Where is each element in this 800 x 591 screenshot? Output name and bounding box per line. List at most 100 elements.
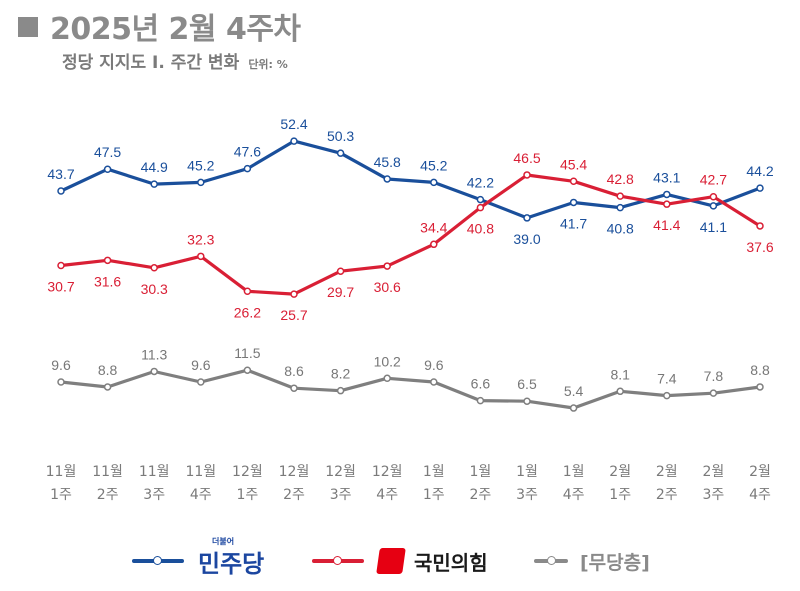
data-label-ppp: 31.6 xyxy=(94,273,121,289)
line-chart: 43.7 47.5 44.9 45.2 47.6 52.4 50.3 45.8 45.2 42.2… xyxy=(46,116,774,503)
data-label-ind: 11.3 xyxy=(141,346,167,362)
data-point-dem xyxy=(569,198,578,207)
data-point-ppp xyxy=(103,256,112,265)
series-line-ind xyxy=(59,368,762,410)
data-label-dem: 43.7 xyxy=(47,166,74,182)
data-label-ind: 10.2 xyxy=(374,353,401,369)
data-point-ind xyxy=(383,374,391,383)
series-line-ppp xyxy=(59,173,762,296)
data-point-dem xyxy=(756,184,764,192)
data-label-ppp: 41.4 xyxy=(653,217,680,233)
data-label-dem: 52.4 xyxy=(280,116,307,132)
data-label-dem: 41.7 xyxy=(560,215,587,231)
data-label-dem: 44.9 xyxy=(141,159,168,175)
data-label-ind: 7.8 xyxy=(704,368,724,384)
data-point-dem xyxy=(290,137,298,145)
data-point-ppp xyxy=(663,200,671,208)
data-label-ppp: 42.7 xyxy=(700,172,727,188)
x-tick-month: 1월 xyxy=(470,464,492,480)
data-label-ppp: 46.5 xyxy=(513,150,540,166)
data-label-dem: 41.1 xyxy=(700,219,727,235)
data-point-ind xyxy=(290,384,298,392)
x-tick-week: 4주 xyxy=(749,487,771,503)
legend-dot-ind xyxy=(547,556,556,565)
data-label-dem: 50.3 xyxy=(327,128,354,144)
data-label-dem: 47.6 xyxy=(234,144,261,160)
data-point-ppp xyxy=(476,203,485,212)
data-point-ppp xyxy=(336,267,345,275)
x-tick-month: 11월 xyxy=(185,464,216,480)
data-point-dem xyxy=(383,175,391,183)
x-tick-week: 4주 xyxy=(190,487,212,503)
data-point-dem xyxy=(476,195,485,204)
x-tick-week: 3주 xyxy=(703,487,725,503)
data-label-ind: 5.4 xyxy=(564,383,584,399)
legend-dot-ppp xyxy=(333,556,342,565)
data-label-dem: 43.1 xyxy=(653,169,680,185)
x-tick-month: 2월 xyxy=(656,464,678,480)
data-point-ind xyxy=(243,366,252,374)
data-label-ppp: 30.6 xyxy=(374,279,401,295)
legend-item-ind: [무당층] xyxy=(534,541,650,581)
data-label-ppp: 40.8 xyxy=(467,221,494,237)
x-tick-month: 1월 xyxy=(516,464,538,480)
data-point-dem xyxy=(243,164,252,173)
x-tick-month: 12월 xyxy=(325,464,356,480)
data-label-ind: 8.2 xyxy=(331,366,351,382)
legend-dot-dem xyxy=(153,556,162,565)
data-label-ppp: 42.8 xyxy=(607,171,634,187)
data-label-dem: 39.0 xyxy=(513,231,540,247)
x-tick-month: 12월 xyxy=(232,464,263,480)
data-point-ppp xyxy=(150,264,158,272)
data-label-ppp: 45.4 xyxy=(560,156,587,172)
data-label-dem: 42.2 xyxy=(467,175,494,191)
data-label-ppp: 32.3 xyxy=(187,231,214,247)
x-tick-week: 3주 xyxy=(516,487,538,503)
data-label-ind: 11.5 xyxy=(234,345,260,361)
x-tick-month: 2월 xyxy=(703,464,725,480)
x-tick-week: 2주 xyxy=(283,487,305,503)
data-point-ind xyxy=(523,397,531,405)
legend-label-dem-small: 더불어 xyxy=(212,536,235,546)
x-tick-week: 2주 xyxy=(470,487,492,503)
data-label-ind: 6.5 xyxy=(517,376,537,392)
legend-label-ind: [무당층] xyxy=(580,551,650,574)
data-point-dem xyxy=(103,165,112,173)
x-tick-month: 2월 xyxy=(609,464,631,480)
data-label-ind: 8.1 xyxy=(610,366,630,382)
legend-label-dem: 더불어 민주당 xyxy=(198,537,265,579)
data-point-ind xyxy=(430,378,438,386)
data-point-ind xyxy=(336,386,345,395)
data-point-ind xyxy=(616,387,624,396)
x-tick-month: 12월 xyxy=(372,464,403,480)
legend: 더불어 민주당 국민의힘 [무당층] xyxy=(0,537,800,581)
data-label-ppp: 25.7 xyxy=(280,307,307,323)
data-point-dem xyxy=(709,202,718,210)
data-label-dem: 40.8 xyxy=(607,221,634,237)
data-point-dem xyxy=(616,203,624,212)
data-point-ppp xyxy=(290,290,298,298)
chart-subtitle: 정당 지지도 Ⅰ. 주간 변화 xyxy=(62,53,240,73)
data-point-dem xyxy=(663,190,671,199)
legend-label-dem-name: 민주당 xyxy=(198,549,265,578)
data-point-ppp xyxy=(430,240,438,249)
x-tick-week: 2주 xyxy=(97,487,119,503)
x-tick-week: 1주 xyxy=(609,487,631,503)
x-tick-month: 11월 xyxy=(92,464,123,480)
x-tick-month: 1월 xyxy=(423,464,445,480)
title-square-icon xyxy=(18,17,38,37)
data-point-ppp xyxy=(243,287,252,296)
data-point-dem xyxy=(523,214,531,222)
data-label-ppp: 34.4 xyxy=(420,219,447,235)
data-point-dem xyxy=(57,187,65,195)
x-tick-week: 1주 xyxy=(237,487,259,503)
data-point-ppp xyxy=(57,261,65,270)
data-label-dem: 45.2 xyxy=(187,157,214,173)
data-point-ind xyxy=(569,404,578,412)
data-point-ppp xyxy=(197,252,205,261)
data-point-dem xyxy=(150,180,158,188)
legend-label-ppp: 국민의힘 xyxy=(414,550,488,575)
data-point-dem xyxy=(336,149,345,157)
legend-item-ppp: 국민의힘 xyxy=(312,541,488,581)
data-point-ppp xyxy=(709,192,718,201)
